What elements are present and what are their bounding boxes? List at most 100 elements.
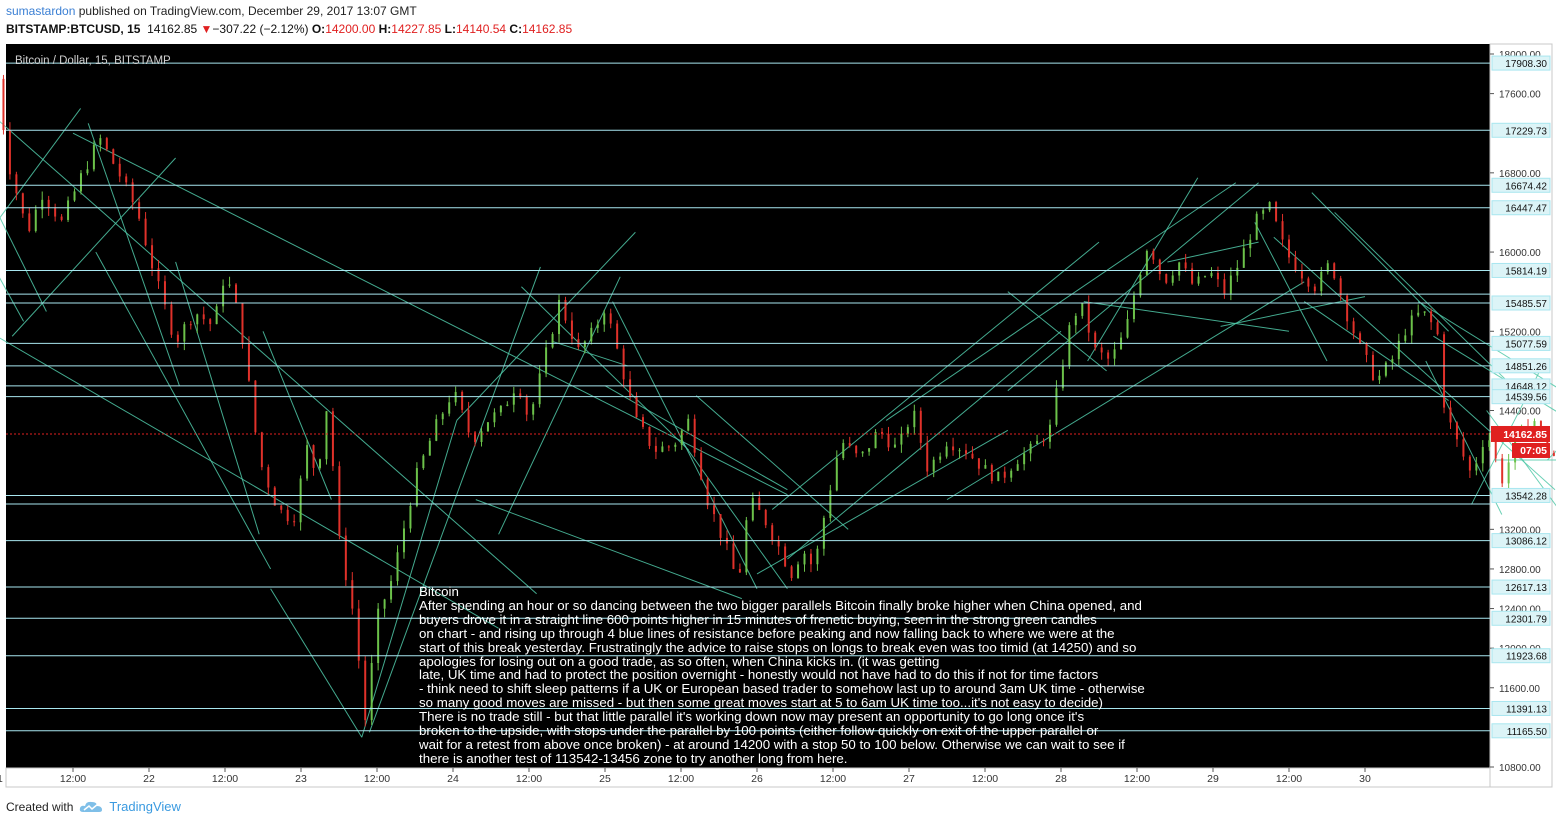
- trend-line: [1433, 335, 1556, 412]
- candle-body: [1042, 441, 1045, 443]
- countdown-tag: [1512, 442, 1550, 458]
- x-tick-label: 23: [295, 773, 307, 785]
- x-tick-label: 29: [1207, 773, 1219, 785]
- candle-body: [1352, 321, 1355, 334]
- candle-body: [99, 138, 102, 145]
- candle-body: [1010, 470, 1013, 478]
- candle-body: [215, 306, 218, 325]
- candle-body: [1546, 431, 1549, 454]
- candle-body: [1132, 295, 1135, 320]
- candle-body: [667, 446, 670, 448]
- level-tag-label: 12617.13: [1505, 583, 1547, 594]
- open-label: O:: [311, 22, 326, 36]
- close-label: C:: [509, 22, 523, 36]
- level-tag: [1491, 177, 1551, 193]
- level-tag-label: 13086.12: [1505, 537, 1547, 548]
- candle-body: [60, 216, 63, 220]
- publisher-link[interactable]: sumastardon: [6, 4, 76, 18]
- candle-body: [1100, 347, 1103, 353]
- footer: Created with TradingView: [6, 799, 181, 814]
- candle-body: [131, 182, 134, 203]
- candle-body: [861, 451, 864, 454]
- candle-body: [2, 78, 5, 131]
- trend-line: [456, 231, 636, 421]
- trend-line: [521, 286, 689, 451]
- trend-line: [946, 281, 1305, 501]
- candle-body: [331, 411, 334, 467]
- x-tick-label: 26: [751, 773, 763, 785]
- y-tick-label: 18000.00: [1499, 50, 1541, 61]
- level-tag-label: 13542.28: [1505, 491, 1547, 502]
- candle-body: [176, 334, 179, 342]
- candle-body: [1371, 354, 1374, 381]
- level-tag: [1491, 579, 1551, 595]
- candle-body: [1365, 342, 1368, 355]
- chart-background: [6, 44, 1490, 768]
- candle-body: [1359, 333, 1362, 343]
- candle-body: [1210, 272, 1213, 277]
- candle-body: [228, 284, 231, 286]
- candle-body: [538, 373, 541, 405]
- time-axis-panel[interactable]: [5, 767, 1491, 788]
- analysis-line: apologies for losing out on a good trade…: [419, 653, 940, 669]
- candle-body: [512, 393, 515, 405]
- candle-body: [1113, 349, 1116, 359]
- candle-body: [693, 418, 696, 453]
- candle-body: [848, 443, 851, 446]
- candle-body: [1165, 274, 1168, 283]
- candle-body: [254, 380, 257, 433]
- candle-body: [1475, 463, 1478, 471]
- candle-body: [357, 608, 360, 661]
- candle-body: [1552, 453, 1555, 456]
- candle-body: [842, 443, 845, 459]
- trend-line: [87, 123, 180, 386]
- candle-body: [1016, 464, 1019, 471]
- x-tick-label: 24: [447, 773, 459, 785]
- tradingview-link[interactable]: TradingView: [109, 799, 181, 814]
- candle-body: [280, 505, 283, 510]
- trend-line: [680, 439, 788, 590]
- close-value: 14162.85: [522, 22, 573, 36]
- level-tag-label: 17229.73: [1505, 126, 1547, 137]
- candle-body: [325, 411, 328, 460]
- level-tag: [1491, 55, 1551, 71]
- trend-line: [475, 499, 742, 600]
- x-tick-label: 12:00: [364, 773, 390, 785]
- candle-body: [874, 431, 877, 449]
- candle-body: [1029, 443, 1032, 454]
- candle-body: [448, 402, 451, 414]
- candle-body: [583, 341, 586, 348]
- candle-body: [202, 314, 205, 320]
- candle-body: [196, 314, 199, 325]
- candle-body: [719, 514, 722, 538]
- candle-body: [551, 334, 554, 348]
- analysis-text: Bitcoin After spending an hour or so dan…: [419, 585, 1319, 766]
- candle-body: [1404, 335, 1407, 341]
- candle-body: [499, 405, 502, 413]
- trend-line: [1311, 192, 1449, 332]
- candle-body: [1055, 388, 1058, 425]
- candle-body: [138, 202, 141, 219]
- candle-body: [764, 509, 767, 526]
- countdown-label: 07:05: [1520, 445, 1547, 457]
- candle-body: [971, 453, 974, 459]
- candle-body: [1184, 262, 1187, 269]
- level-tag: [1491, 389, 1551, 405]
- level-tag: [1491, 648, 1551, 664]
- analysis-line: buyers drove it in a straight line 600 p…: [419, 611, 1097, 627]
- candle-body: [299, 478, 302, 523]
- candle-body: [422, 455, 425, 469]
- trend-line: [1087, 177, 1199, 362]
- candle-body: [713, 505, 716, 515]
- high-value: 14227.85: [391, 22, 442, 36]
- trend-line: [695, 395, 849, 530]
- y-tick-label: 17600.00: [1499, 90, 1541, 101]
- candle-body: [383, 599, 386, 609]
- level-tag: [1491, 700, 1551, 716]
- candle-body: [1023, 453, 1026, 465]
- candle-body: [590, 327, 593, 342]
- candle-body: [1313, 286, 1316, 292]
- candle-body: [661, 446, 664, 452]
- candle-body: [777, 540, 780, 547]
